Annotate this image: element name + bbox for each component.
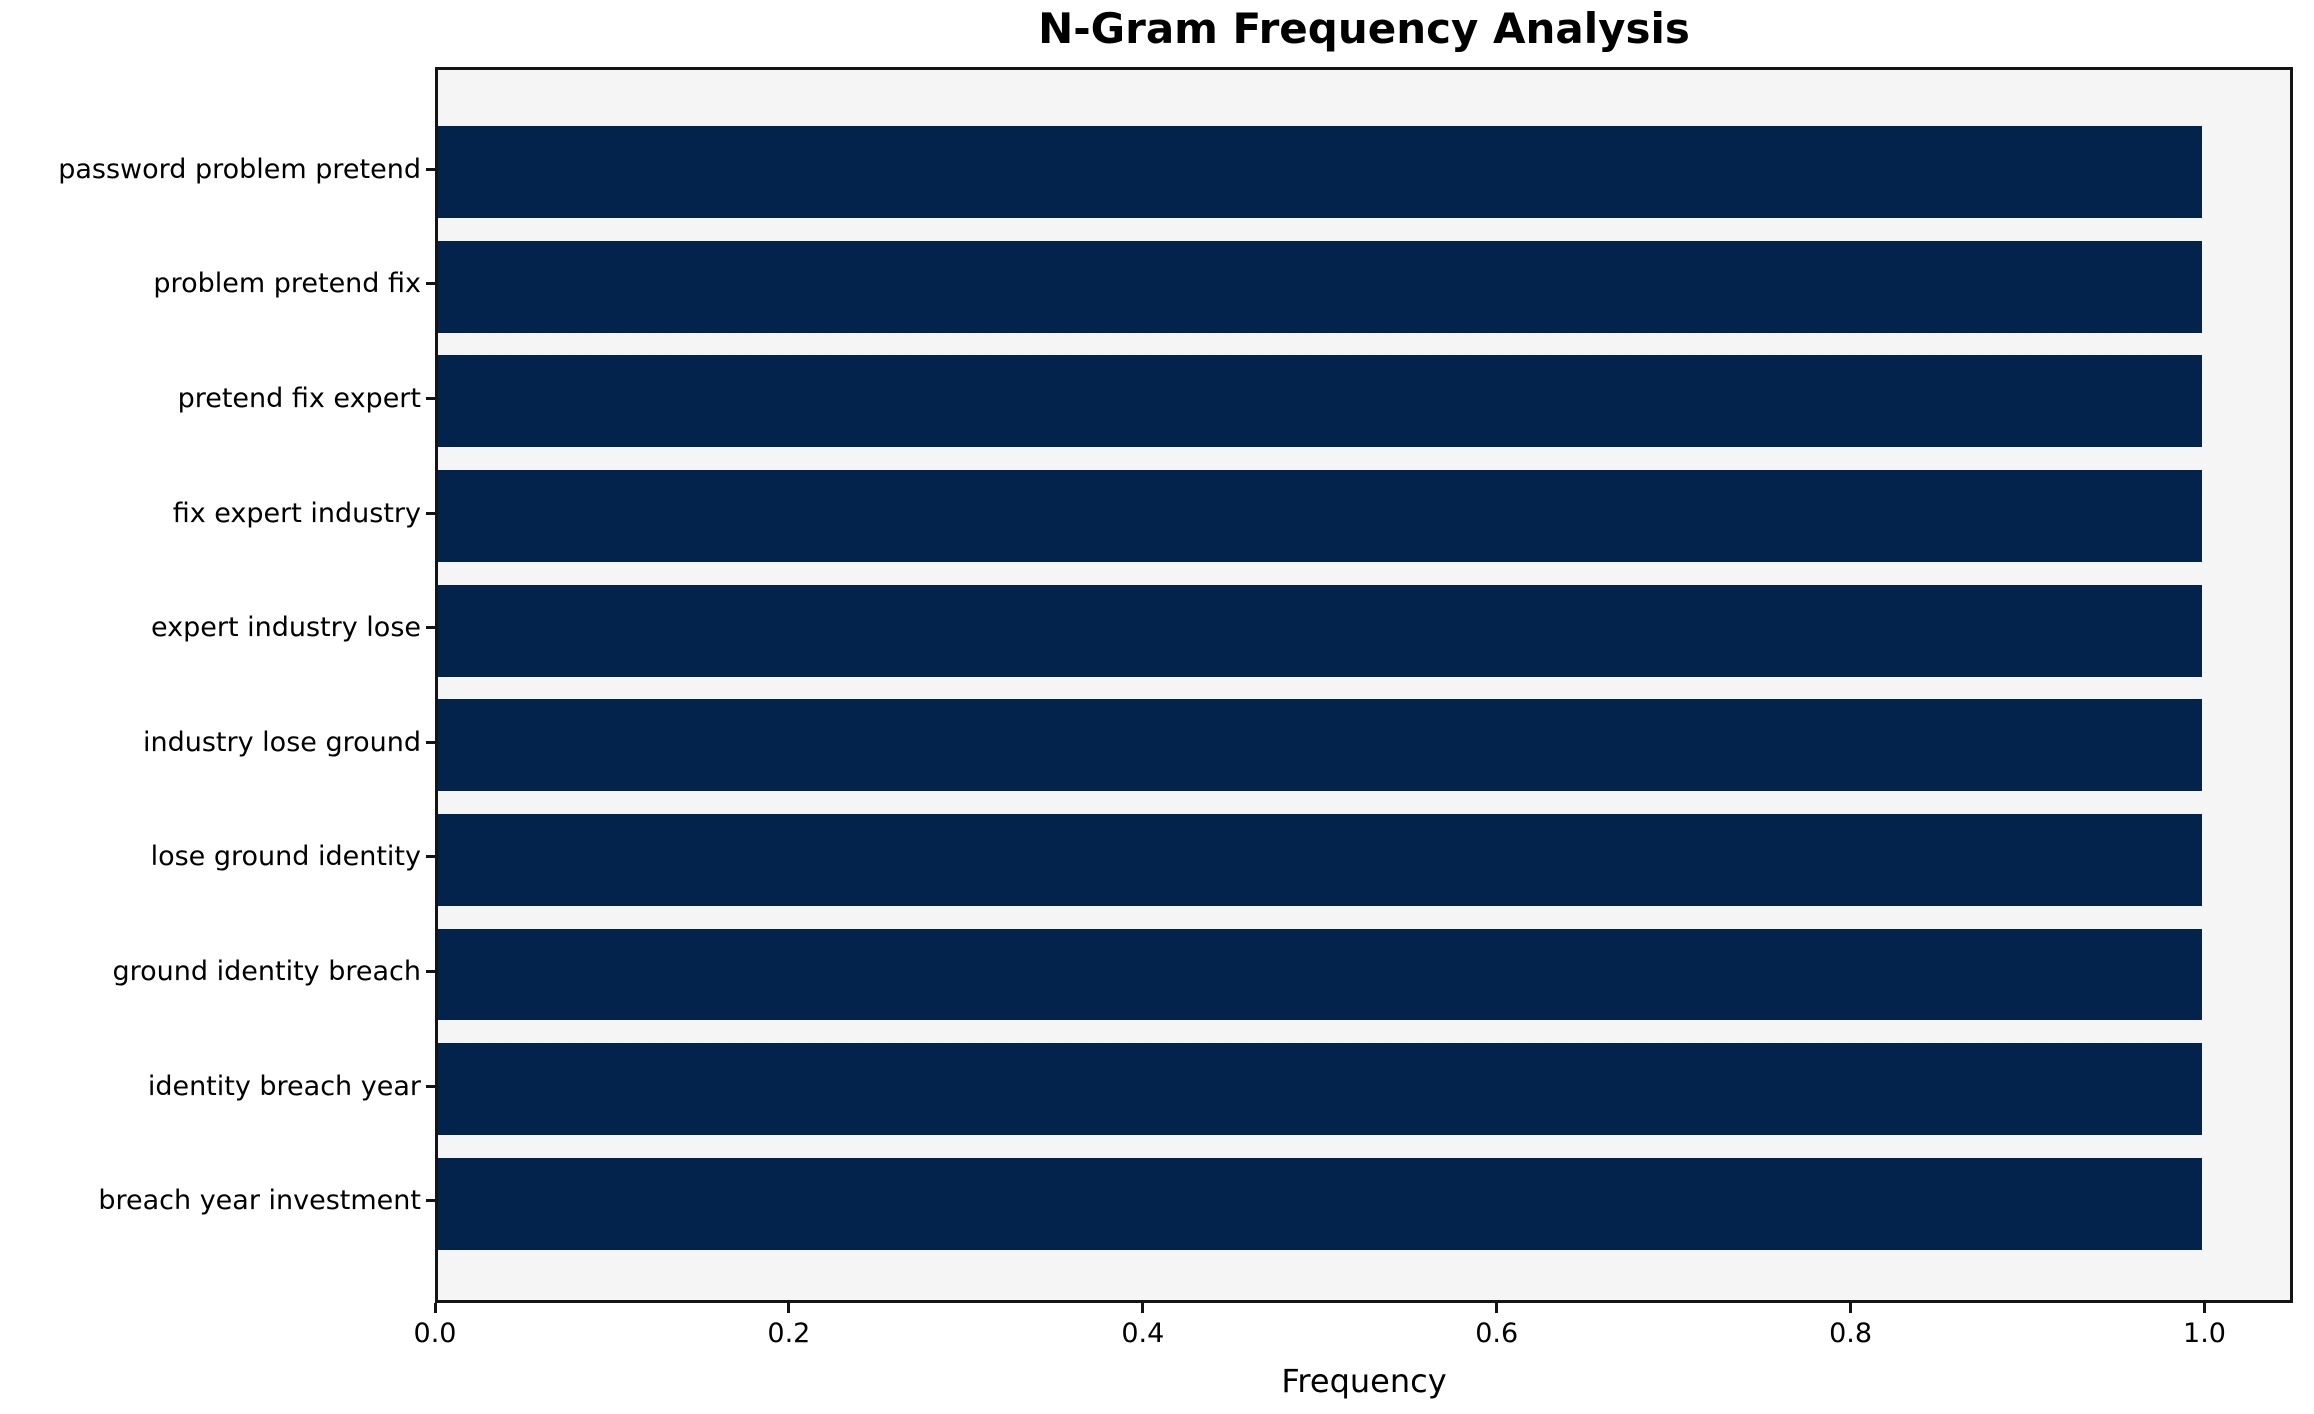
- x-axis-label: Frequency: [1281, 1362, 1447, 1400]
- bar: [438, 699, 2202, 792]
- y-axis-label: ground identity breach: [112, 956, 421, 988]
- x-tick-mark: [433, 1303, 437, 1313]
- bar: [438, 1158, 2202, 1250]
- bar: [438, 470, 2202, 562]
- y-tick-mark: [426, 511, 435, 515]
- y-tick-mark: [426, 1199, 435, 1203]
- y-tick-mark: [426, 167, 435, 171]
- y-tick-mark: [426, 855, 435, 859]
- y-tick-mark: [426, 970, 435, 974]
- y-tick-mark: [426, 396, 435, 400]
- x-axis-tick-label: 0.6: [1475, 1318, 1519, 1349]
- x-tick-mark: [787, 1303, 791, 1313]
- chart-title: N-Gram Frequency Analysis: [1038, 4, 1690, 53]
- y-axis-label: breach year investment: [98, 1185, 421, 1217]
- bar: [438, 1043, 2202, 1136]
- y-tick-mark: [426, 626, 435, 630]
- y-axis-label: password problem pretend: [58, 153, 421, 185]
- x-tick-mark: [1495, 1303, 1499, 1313]
- x-axis-tick-label: 0.4: [1121, 1318, 1165, 1349]
- y-axis-labels-layer: password problem pretend problem pretend …: [0, 67, 421, 1303]
- y-tick-mark: [426, 282, 435, 286]
- y-axis-label: industry lose ground: [143, 726, 421, 758]
- y-axis-label: identity breach year: [147, 1070, 421, 1102]
- y-axis-label: lose ground identity: [150, 841, 421, 873]
- x-tick-mark: [1141, 1303, 1145, 1313]
- x-axis-tick-label: 0.0: [413, 1318, 457, 1349]
- bar: [438, 584, 2202, 677]
- x-tick-mark: [2203, 1303, 2207, 1313]
- y-axis-label: fix expert industry: [172, 497, 421, 529]
- x-axis-tick-label: 0.2: [767, 1318, 811, 1349]
- x-axis-tick-label: 1.0: [2183, 1318, 2226, 1349]
- bar: [438, 814, 2202, 906]
- bar: [438, 126, 2202, 218]
- y-axis-label: problem pretend fix: [153, 268, 421, 300]
- y-tick-mark: [426, 740, 435, 744]
- bar: [438, 240, 2202, 333]
- y-axis-label: pretend fix expert: [177, 382, 421, 414]
- y-tick-mark: [426, 1084, 435, 1088]
- bar: [438, 355, 2202, 448]
- x-tick-mark: [1849, 1303, 1853, 1313]
- bar: [438, 928, 2202, 1021]
- x-axis-tick-label: 0.8: [1829, 1318, 1873, 1349]
- y-axis-label: expert industry lose: [150, 612, 421, 644]
- plot-area: [435, 67, 2293, 1303]
